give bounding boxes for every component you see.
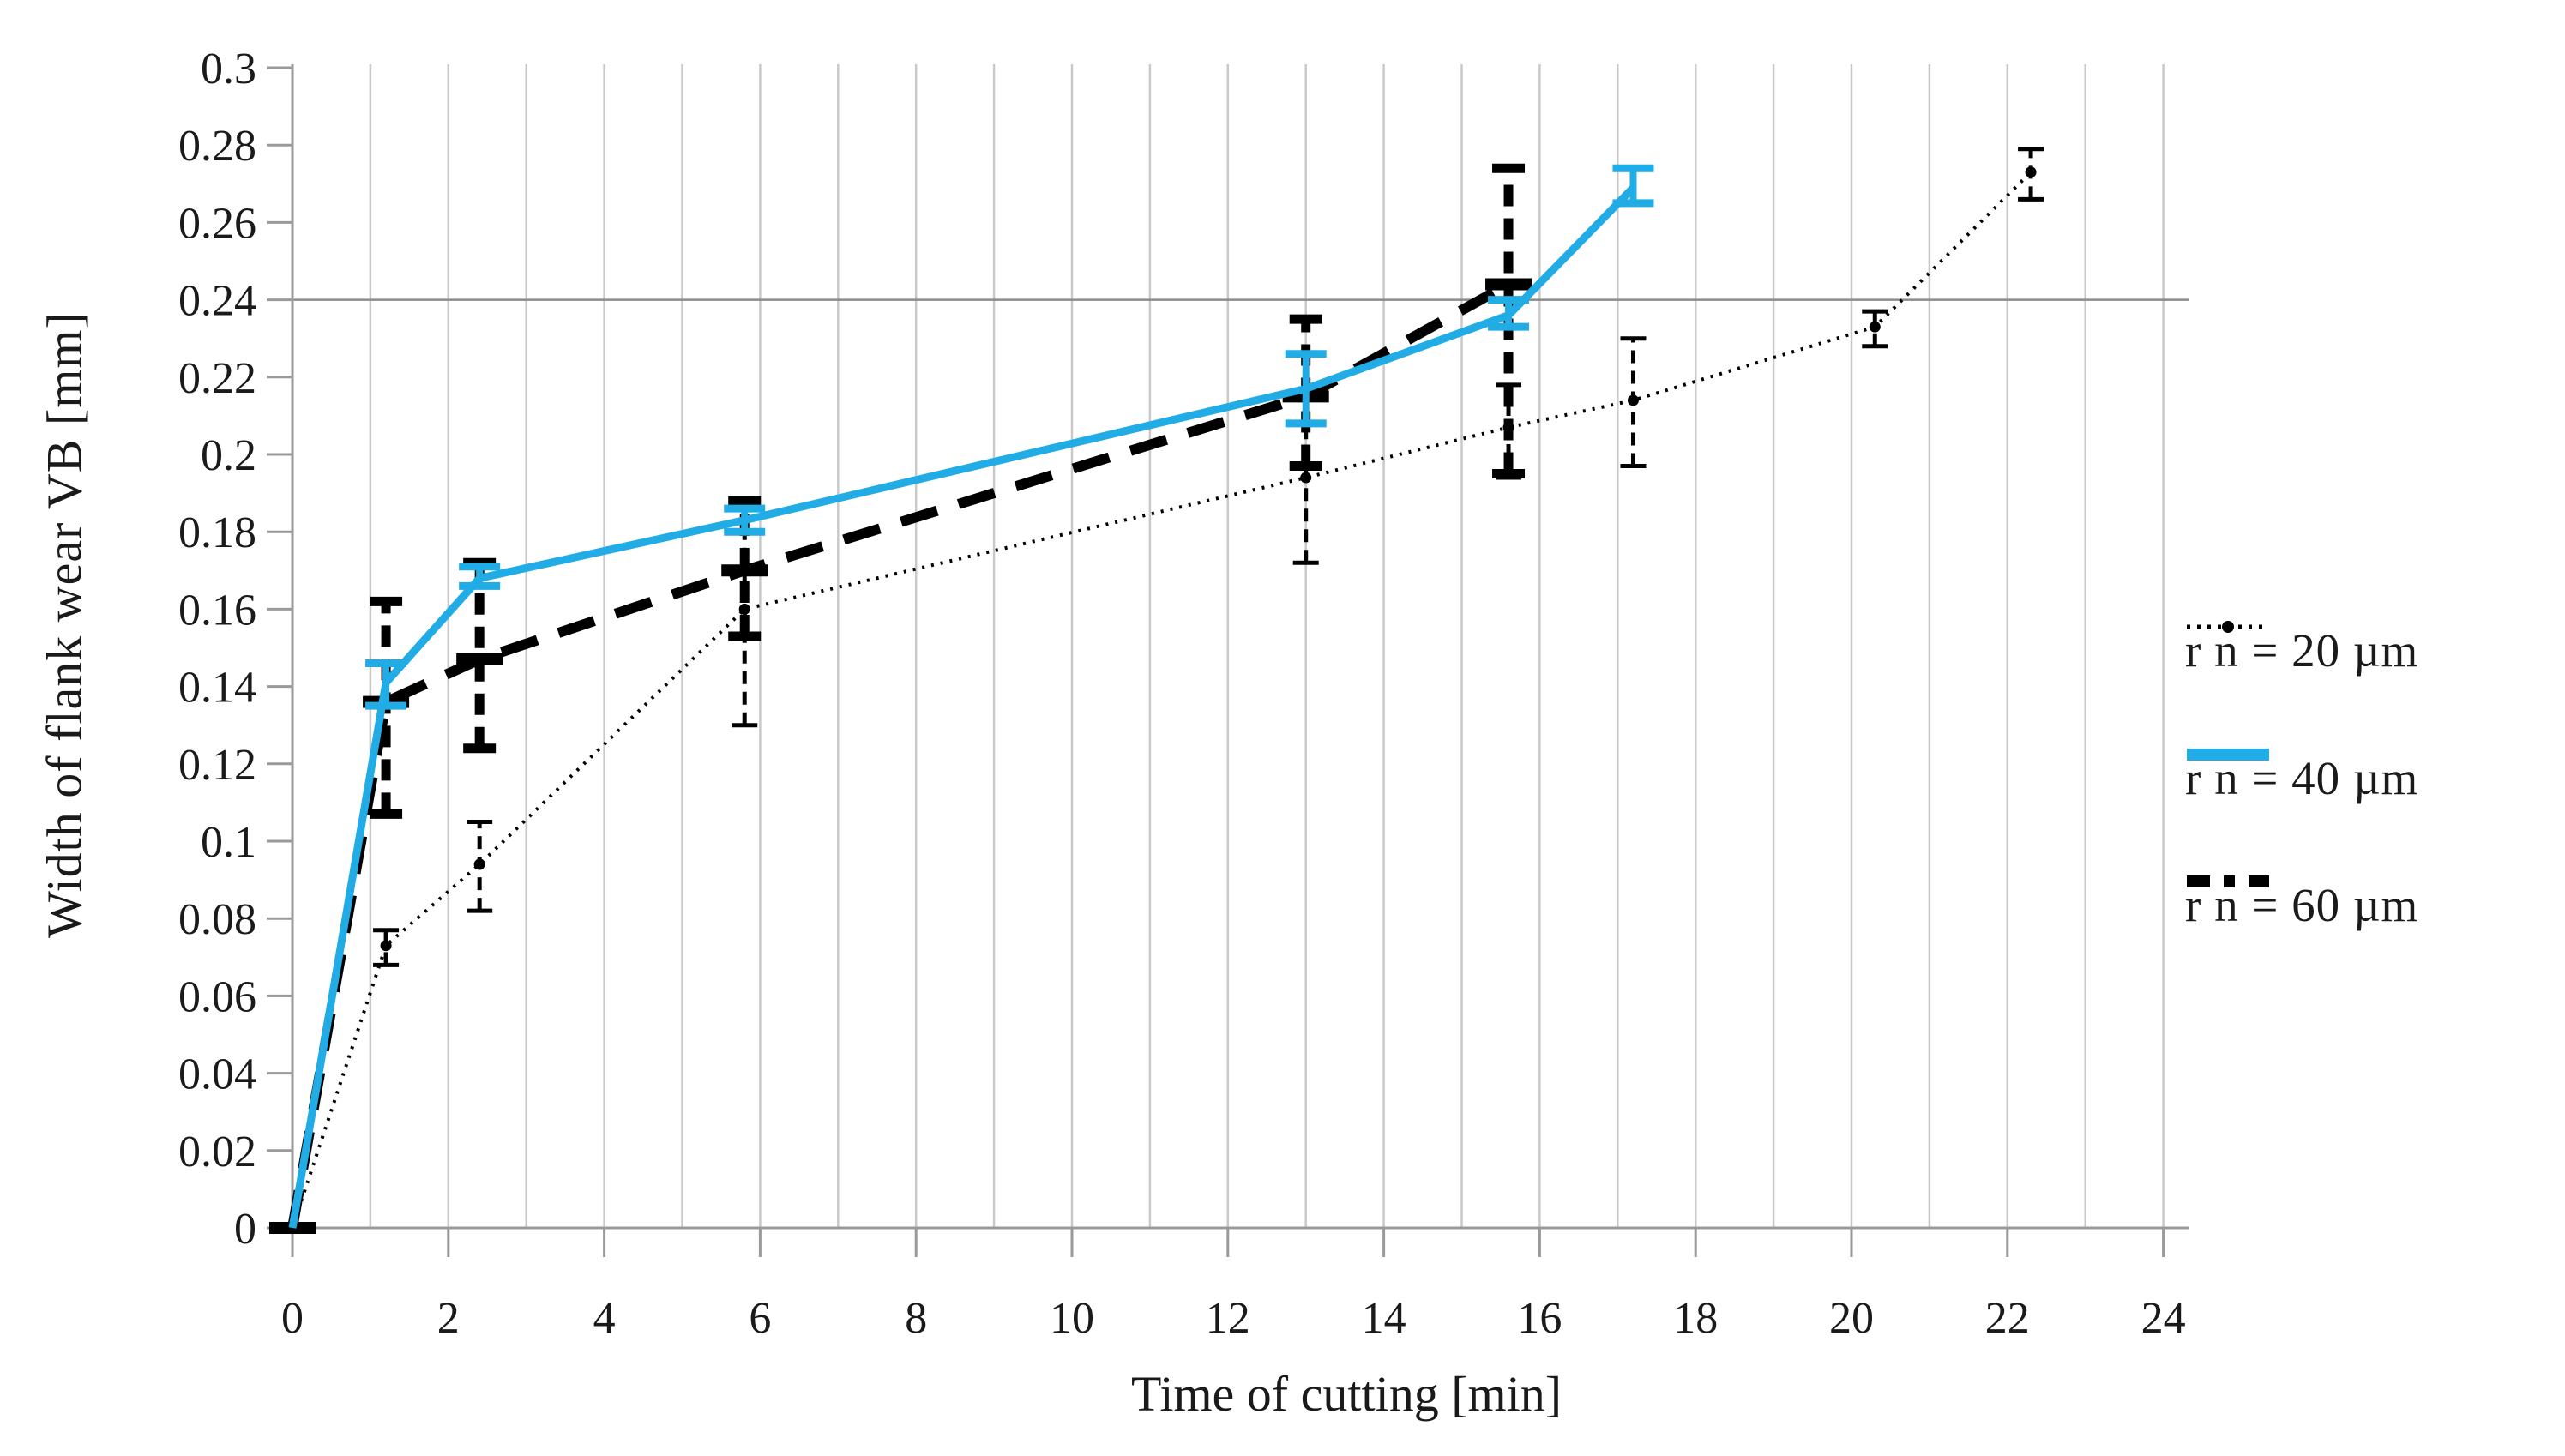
- svg-text:0.14: 0.14: [178, 664, 256, 713]
- svg-text:0.18: 0.18: [178, 508, 256, 557]
- svg-text:10: 10: [1050, 1294, 1094, 1343]
- x-axis-title: Time of cutting [min]: [1130, 1366, 1562, 1422]
- svg-text:0.2: 0.2: [201, 431, 256, 480]
- svg-text:14: 14: [1362, 1294, 1406, 1343]
- svg-text:18: 18: [1673, 1294, 1718, 1343]
- svg-text:0.26: 0.26: [178, 199, 256, 248]
- legend-item-rn20: r n = 20 µm: [2185, 616, 2418, 684]
- svg-text:24: 24: [2141, 1294, 2186, 1343]
- dotted-line-icon: [2187, 621, 2269, 633]
- svg-text:0.04: 0.04: [178, 1050, 256, 1099]
- svg-text:0.28: 0.28: [178, 122, 256, 171]
- svg-text:0.3: 0.3: [201, 45, 256, 93]
- svg-text:0.02: 0.02: [178, 1128, 256, 1176]
- svg-text:4: 4: [593, 1294, 616, 1343]
- svg-text:22: 22: [1985, 1294, 2030, 1343]
- y-axis-title: Width of flank wear VB [mm]: [36, 311, 93, 938]
- solid-line-icon: [2187, 749, 2269, 761]
- svg-text:0.24: 0.24: [178, 277, 256, 326]
- dashdot-line-icon: [2187, 875, 2269, 887]
- svg-text:0.16: 0.16: [178, 586, 256, 635]
- svg-text:0.12: 0.12: [178, 741, 256, 790]
- svg-text:0.22: 0.22: [178, 354, 256, 403]
- svg-text:12: 12: [1206, 1294, 1250, 1343]
- svg-text:0: 0: [281, 1294, 304, 1343]
- svg-text:16: 16: [1517, 1294, 1562, 1343]
- legend-item-rn60: r n = 60 µm: [2185, 870, 2418, 939]
- svg-text:0.1: 0.1: [201, 818, 256, 867]
- legend-item-rn40: r n = 40 µm: [2185, 743, 2418, 812]
- svg-text:0.06: 0.06: [178, 972, 256, 1021]
- svg-text:0.08: 0.08: [178, 895, 256, 944]
- svg-text:6: 6: [749, 1294, 771, 1343]
- svg-text:20: 20: [1829, 1294, 1874, 1343]
- svg-text:8: 8: [905, 1294, 927, 1343]
- legend: r n = 20 µm r n = 40 µm r n = 60 µm: [2185, 0, 2565, 1456]
- svg-text:0: 0: [234, 1205, 256, 1254]
- legend-label: r n = 20 µm: [2185, 623, 2419, 677]
- svg-text:2: 2: [437, 1294, 460, 1343]
